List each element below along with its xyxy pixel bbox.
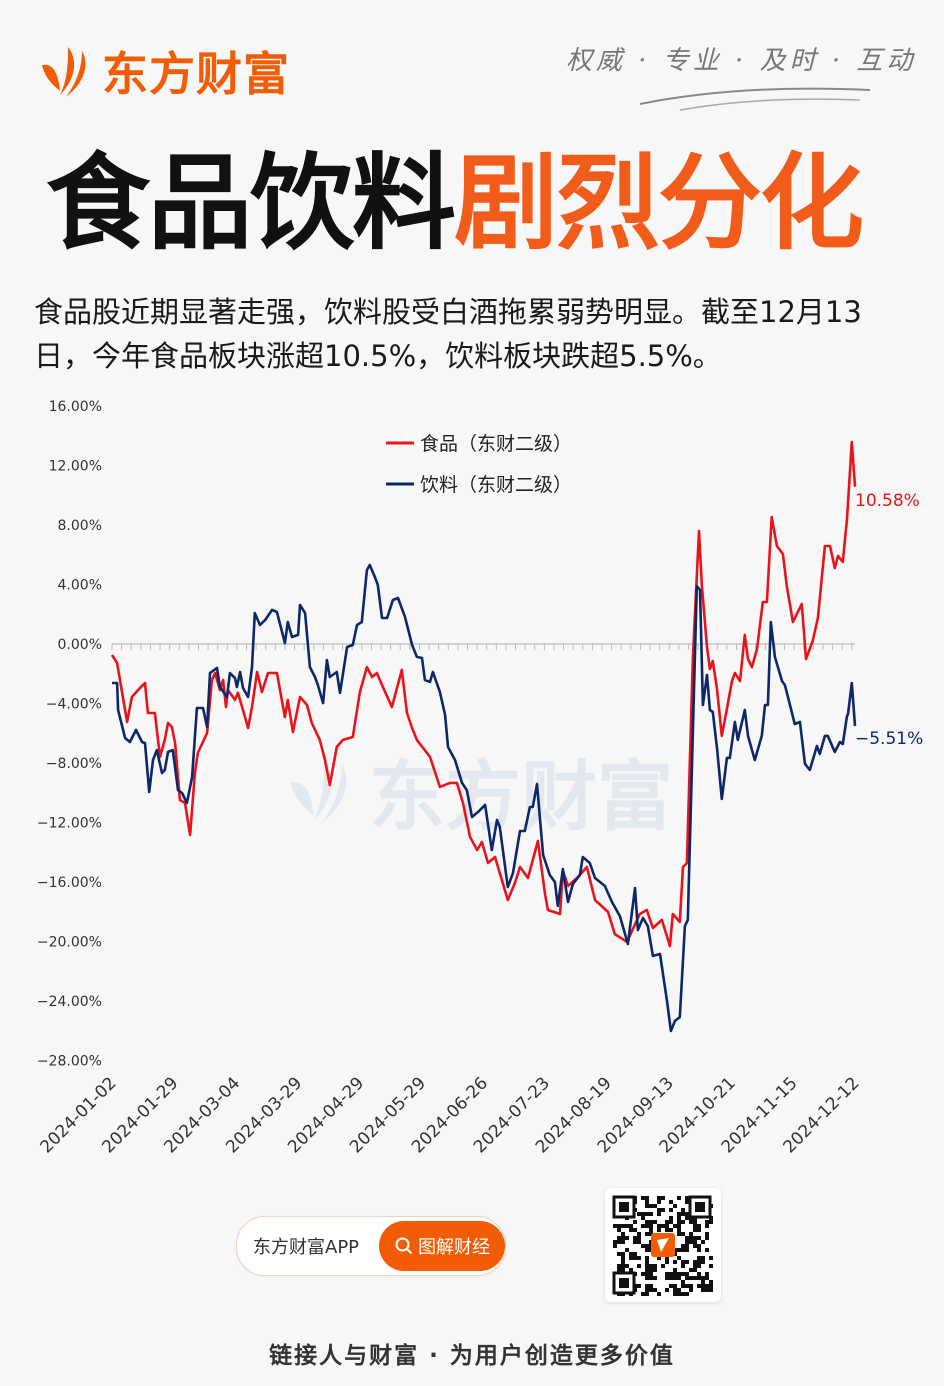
title-part-2: 剧烈分化 — [454, 142, 864, 264]
footer-tagline: 链接人与财富 · 为用户创造更多价值 — [269, 1343, 675, 1369]
end-label-beverage: −5.51% — [855, 729, 923, 749]
legend-label-beverage: 饮料（东财二级） — [420, 474, 572, 496]
flame-logo-icon — [42, 47, 86, 97]
qr-code-icon — [612, 1195, 713, 1296]
watermark: 东方财富 — [285, 735, 673, 845]
y-tick-label: −4.00% — [46, 697, 102, 713]
y-tick-label: −12.00% — [37, 816, 102, 832]
y-tick-label: 16.00% — [49, 399, 102, 415]
y-tick-label: 4.00% — [58, 578, 102, 594]
series-lines — [110, 440, 857, 1033]
brand-name: 东方财富 — [102, 47, 290, 101]
search-button[interactable]: 图解财经 — [379, 1221, 505, 1271]
app-label: 东方财富APP — [253, 1237, 360, 1258]
search-icon — [395, 1237, 413, 1255]
qr-code — [605, 1188, 721, 1302]
subtitle: 食品股近期显著走强，饮料股受白酒拖累弱势明显。截至12月13日，今年食品板块涨超… — [34, 295, 862, 373]
y-tick-label: −8.00% — [46, 756, 102, 772]
y-tick-label: 8.00% — [58, 518, 102, 534]
end-label-food: 10.58% — [855, 491, 920, 511]
y-tick-label: −28.00% — [37, 1054, 102, 1070]
title-part-1: 食品饮料 — [46, 142, 456, 264]
watermark-text: 东方财富 — [369, 752, 673, 841]
line-chart: 16.00% 12.00% 8.00% 4.00% 0.00% −4.00% −8.00% −… — [37, 399, 924, 1157]
y-tick-label: −20.00% — [37, 935, 102, 951]
x-axis: 2024-01-022024-01-292024-03-042024-03-29… — [37, 1073, 864, 1157]
decorative-swoosh — [640, 87, 871, 111]
series-line-beverage — [112, 563, 857, 1033]
search-button-label: 图解财经 — [418, 1237, 490, 1258]
app-search-pill[interactable]: 东方财富APP 图解财经 — [236, 1216, 506, 1276]
legend: 食品（东财二级） 饮料（东财二级） — [386, 433, 572, 496]
y-tick-label: 12.00% — [49, 459, 102, 475]
brand-logo: 东方财富 — [38, 38, 290, 104]
y-tick-label: −16.00% — [37, 875, 102, 891]
y-axis: 16.00% 12.00% 8.00% 4.00% 0.00% −4.00% −8.00% −… — [37, 399, 102, 1070]
legend-label-food: 食品（东财二级） — [420, 433, 572, 455]
page-title: 食品饮料剧烈分化 — [46, 138, 864, 268]
slogan: 权威 · 专业 · 及时 · 互动 — [566, 46, 917, 76]
y-tick-label: 0.00% — [58, 637, 102, 653]
y-tick-label: −24.00% — [37, 994, 102, 1010]
